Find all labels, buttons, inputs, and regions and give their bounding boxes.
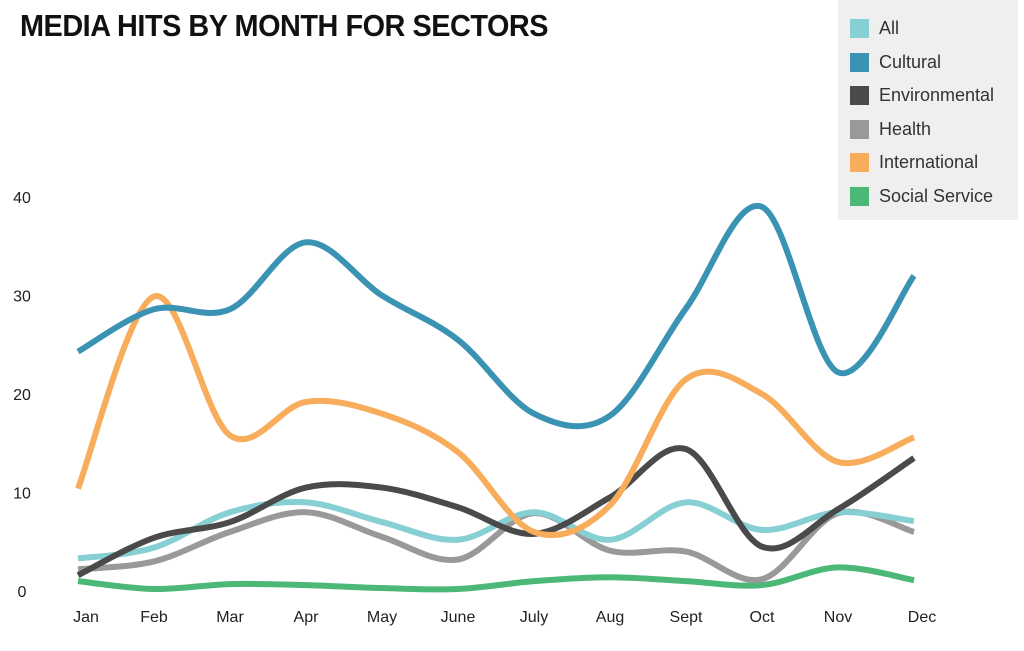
- legend: All Cultural Environmental Health Internatio…: [838, 0, 1018, 220]
- x-tick-label: Aug: [596, 609, 624, 626]
- legend-swatch: [850, 186, 869, 206]
- legend-label: International: [879, 152, 979, 173]
- x-tick-label: Apr: [294, 609, 320, 626]
- x-axis-ticks: Jan Feb Mar Apr May June July Aug Sept Oct Nov Dec: [73, 609, 936, 626]
- legend-label: Social Service: [879, 185, 994, 206]
- legend-swatch: [850, 153, 869, 173]
- legend-item-international: International: [838, 146, 1018, 180]
- chart-title: MEDIA HITS BY MONTH FOR SECTORS: [20, 8, 549, 43]
- series-line-social-service: [77, 564, 915, 593]
- x-tick-label: Mar: [216, 609, 244, 626]
- x-tick-label: Sept: [670, 609, 703, 626]
- x-tick-label: June: [441, 609, 476, 626]
- x-tick-label: Jan: [73, 609, 99, 626]
- series-line-environmental: [76, 445, 916, 578]
- legend-label: Health: [879, 118, 932, 139]
- y-tick-label: 20: [13, 387, 31, 404]
- x-tick-label: Oct: [750, 609, 775, 626]
- series-line-cultural: [76, 202, 917, 430]
- x-tick-label: Nov: [824, 609, 852, 626]
- y-tick-label: 10: [13, 486, 31, 503]
- legend-swatch: [850, 86, 869, 106]
- series-line-all: [77, 499, 915, 562]
- legend-item-cultural: Cultural: [838, 46, 1018, 80]
- y-tick-label: 40: [13, 190, 31, 207]
- x-tick-label: July: [520, 609, 548, 626]
- x-tick-label: May: [367, 609, 397, 626]
- series-line-international: [75, 293, 916, 538]
- legend-swatch: [850, 19, 869, 39]
- legend-swatch: [850, 52, 869, 72]
- legend-item-social-service: Social Service: [838, 180, 1018, 214]
- legend-label: All: [879, 18, 900, 39]
- series-layer: [75, 202, 917, 593]
- legend-item-all: All: [838, 12, 1018, 46]
- legend-label: Cultural: [879, 51, 942, 72]
- y-tick-label: 0: [18, 584, 27, 601]
- legend-item-environmental: Environmental: [838, 79, 1018, 113]
- x-tick-label: Dec: [908, 609, 936, 626]
- x-tick-label: Feb: [140, 609, 168, 626]
- legend-item-health: Health: [838, 113, 1018, 147]
- y-tick-label: 30: [13, 289, 31, 306]
- y-axis-ticks: 0 10 20 30 40: [13, 190, 31, 601]
- legend-label: Environmental: [879, 85, 995, 106]
- legend-swatch: [850, 119, 869, 139]
